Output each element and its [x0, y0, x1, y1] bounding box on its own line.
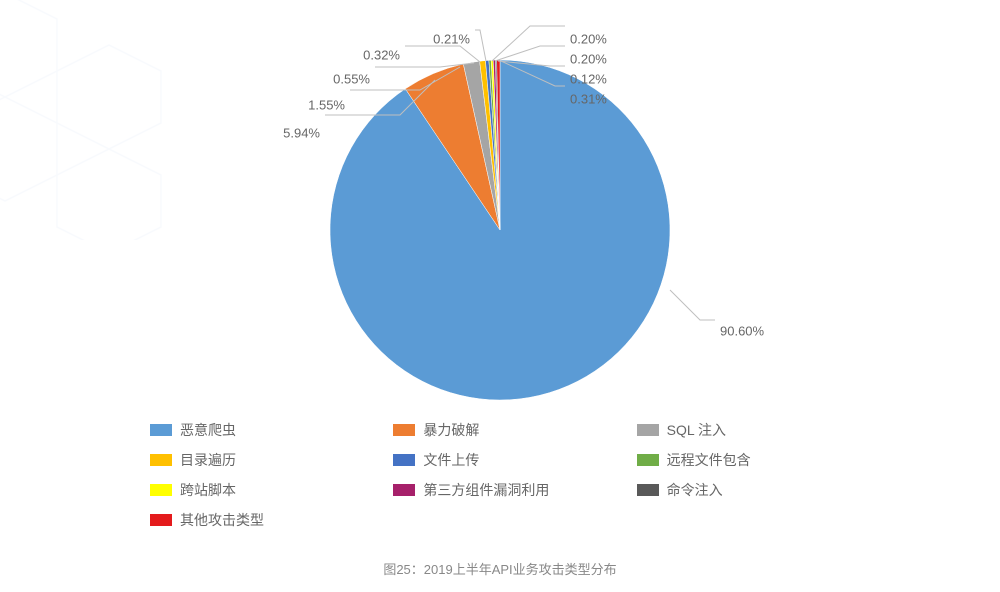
legend-swatch	[150, 484, 172, 496]
legend-item: 命令注入	[637, 480, 870, 500]
legend: 恶意爬虫 暴力破解 SQL 注入目录遍历 文件上传 远程文件包含跨站脚本 第三方组件漏洞利…	[150, 420, 870, 530]
legend-swatch	[150, 514, 172, 526]
legend-swatch	[637, 454, 659, 466]
legend-swatch	[637, 484, 659, 496]
legend-item: 暴力破解	[393, 420, 626, 440]
legend-label: 目录遍历	[180, 450, 236, 470]
slice-label: 0.32%	[363, 47, 400, 62]
leader-line	[405, 46, 480, 62]
legend-label: 暴力破解	[423, 420, 479, 440]
legend-swatch	[393, 454, 415, 466]
legend-label: 远程文件包含	[667, 450, 751, 470]
legend-item: 恶意爬虫	[150, 420, 383, 440]
legend-label: SQL 注入	[667, 420, 726, 440]
legend-label: 第三方组件漏洞利用	[423, 480, 549, 500]
legend-item: SQL 注入	[637, 420, 870, 440]
legend-swatch	[637, 424, 659, 436]
legend-label: 恶意爬虫	[180, 420, 236, 440]
slice-label: 90.60%	[720, 323, 765, 338]
pie-chart: 90.60% 5.94% 1.55% 0.55% 0.32% 0.21% 0.20% 0.20…	[0, 0, 1000, 410]
slice-label: 0.12%	[570, 71, 607, 86]
legend-item: 跨站脚本	[150, 480, 383, 500]
leader-line	[475, 30, 486, 61]
legend-item: 文件上传	[393, 450, 626, 470]
slice-label: 1.55%	[308, 97, 345, 112]
legend-swatch	[393, 424, 415, 436]
slice-label: 0.55%	[333, 71, 370, 86]
slice-label: 0.20%	[570, 51, 607, 66]
legend-item: 第三方组件漏洞利用	[393, 480, 626, 500]
legend-swatch	[393, 484, 415, 496]
figure-caption: 图25：2019上半年API业务攻击类型分布	[0, 559, 1000, 578]
slice-label: 0.31%	[570, 91, 607, 106]
legend-item: 目录遍历	[150, 450, 383, 470]
legend-item: 远程文件包含	[637, 450, 870, 470]
legend-label: 其他攻击类型	[180, 510, 264, 530]
legend-swatch	[150, 454, 172, 466]
slice-label: 5.94%	[283, 125, 320, 140]
legend-item: 其他攻击类型	[150, 510, 383, 530]
slice-label: 0.20%	[570, 31, 607, 46]
slice-label: 0.21%	[433, 31, 470, 46]
legend-label: 跨站脚本	[180, 480, 236, 500]
legend-swatch	[150, 424, 172, 436]
legend-label: 文件上传	[423, 450, 479, 470]
leader-line	[492, 26, 565, 61]
legend-label: 命令注入	[667, 480, 723, 500]
leader-line	[670, 290, 715, 320]
